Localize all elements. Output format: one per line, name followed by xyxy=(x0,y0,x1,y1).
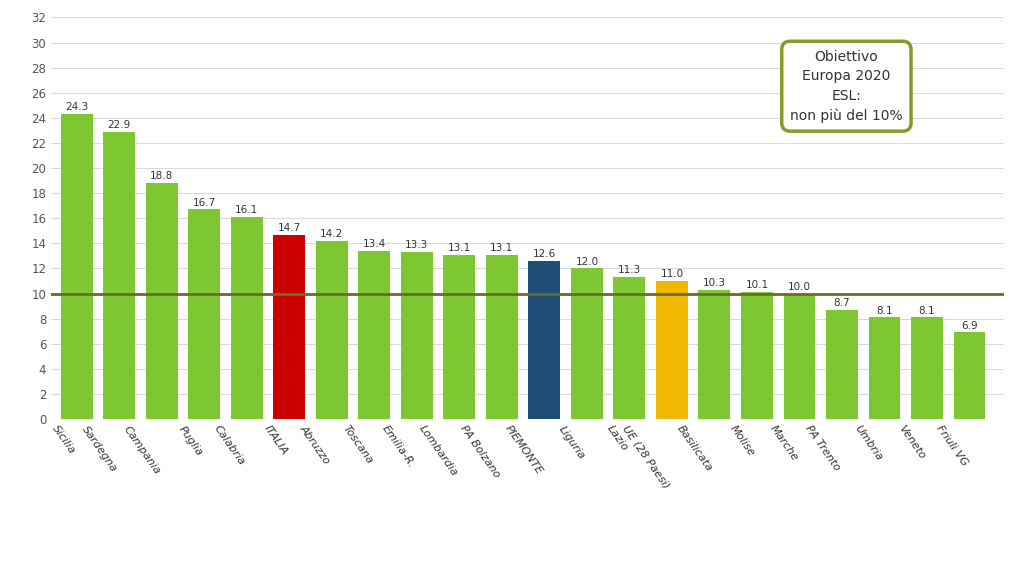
Text: 13.4: 13.4 xyxy=(362,239,386,249)
Text: 8.7: 8.7 xyxy=(834,298,850,308)
Bar xyxy=(145,183,178,419)
Text: 10.3: 10.3 xyxy=(702,278,726,288)
Text: Obiettivo
Europa 2020
ESL:
non più del 10%: Obiettivo Europa 2020 ESL: non più del 1… xyxy=(791,49,903,123)
Text: 11.3: 11.3 xyxy=(617,265,641,275)
Text: 13.1: 13.1 xyxy=(490,243,513,253)
Text: 8.1: 8.1 xyxy=(877,306,893,315)
Bar xyxy=(230,217,263,419)
Bar xyxy=(868,317,900,419)
Bar xyxy=(698,290,730,419)
Text: 16.1: 16.1 xyxy=(236,205,258,215)
Bar xyxy=(103,132,135,419)
Bar xyxy=(486,255,518,419)
Bar xyxy=(188,210,220,419)
Bar xyxy=(911,317,943,419)
Bar xyxy=(400,252,433,419)
Bar xyxy=(571,268,603,419)
Bar xyxy=(953,332,985,419)
Text: 13.1: 13.1 xyxy=(447,243,471,253)
Text: 24.3: 24.3 xyxy=(66,102,88,112)
Bar xyxy=(656,281,688,419)
Text: 11.0: 11.0 xyxy=(660,269,683,279)
Text: 12.6: 12.6 xyxy=(532,249,556,259)
Text: 14.2: 14.2 xyxy=(321,229,343,239)
Text: 6.9: 6.9 xyxy=(962,321,978,331)
Bar xyxy=(443,255,475,419)
Bar xyxy=(826,310,858,419)
Text: 10.0: 10.0 xyxy=(787,282,811,292)
Bar xyxy=(273,235,305,419)
Text: 14.7: 14.7 xyxy=(278,223,301,233)
Bar xyxy=(741,292,773,419)
Bar xyxy=(783,293,815,419)
Bar xyxy=(613,277,645,419)
Text: 22.9: 22.9 xyxy=(108,120,131,130)
Bar xyxy=(315,241,348,419)
Text: 18.8: 18.8 xyxy=(151,171,173,181)
Bar xyxy=(358,251,390,419)
Text: 16.7: 16.7 xyxy=(193,197,216,208)
Text: 10.1: 10.1 xyxy=(745,281,768,290)
Text: 8.1: 8.1 xyxy=(919,306,935,315)
Text: 12.0: 12.0 xyxy=(575,257,598,267)
Bar xyxy=(60,114,92,419)
Text: 13.3: 13.3 xyxy=(406,240,428,250)
Bar xyxy=(528,261,560,419)
